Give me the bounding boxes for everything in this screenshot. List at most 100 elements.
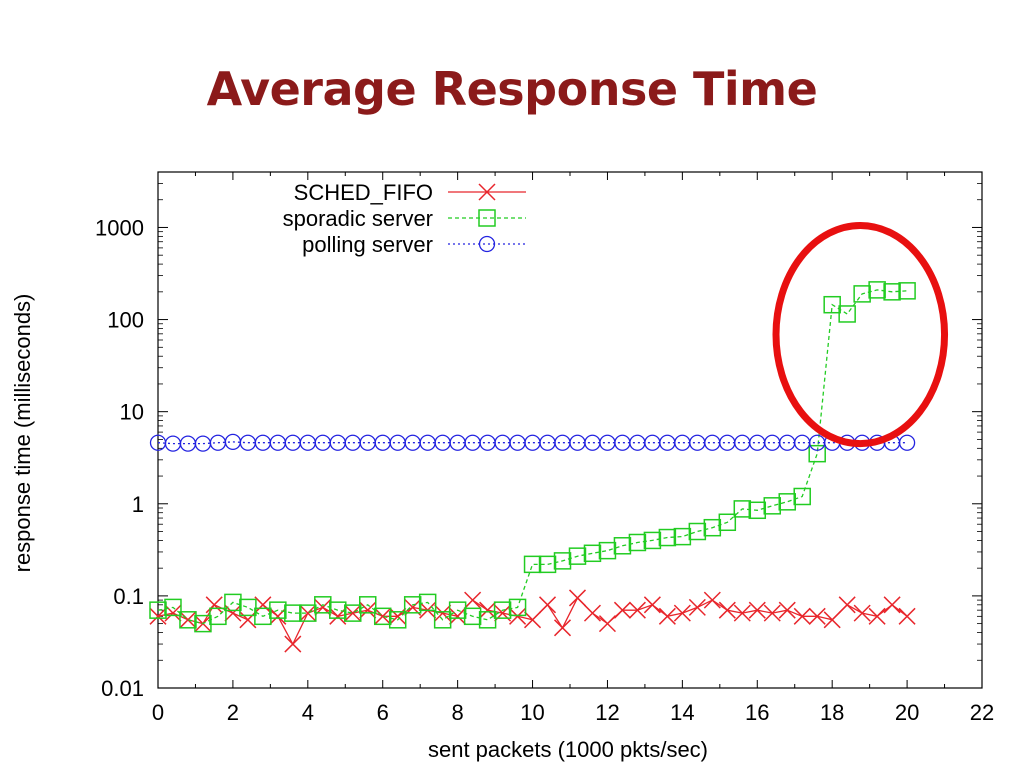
point-marker (494, 434, 511, 451)
point-marker (898, 282, 916, 300)
point-marker (703, 518, 722, 537)
point-marker (853, 604, 871, 622)
point-marker (898, 607, 916, 625)
point-marker (643, 531, 662, 550)
point-marker (164, 598, 182, 617)
x-tick-label: 14 (670, 700, 694, 725)
point-marker (479, 434, 496, 451)
point-marker (749, 434, 766, 451)
series-sched-fifo (149, 589, 916, 653)
point-marker (793, 487, 811, 506)
point-marker (359, 601, 377, 619)
legend-entry: polling server (302, 232, 526, 257)
point-marker (434, 604, 452, 622)
point-marker (808, 444, 826, 463)
point-marker (674, 434, 691, 451)
point-marker (658, 528, 677, 547)
point-marker (748, 501, 767, 520)
point-marker (763, 604, 781, 622)
point-marker (464, 434, 481, 451)
point-marker (853, 285, 871, 303)
point-marker (808, 607, 826, 625)
point-marker (374, 607, 392, 625)
point-marker (598, 541, 617, 560)
point-marker (688, 522, 707, 541)
series-sporadic-server (149, 281, 916, 633)
highlight-ellipse (772, 222, 949, 448)
point-marker (793, 607, 811, 625)
point-marker (673, 604, 691, 622)
point-marker (763, 497, 782, 515)
point-marker (389, 607, 407, 625)
x-tick-label: 22 (970, 700, 994, 725)
point-marker (433, 611, 452, 629)
point-marker (689, 434, 706, 451)
point-marker (688, 598, 706, 616)
axes-layer: 0 2 4 6 8 10 12 14 16 18 20 22 0.01 0.1 1 10 100 1000 (95, 171, 994, 725)
point-marker (329, 601, 347, 619)
y-tick-label: 1000 (95, 215, 144, 240)
x-tick-label: 12 (595, 700, 619, 725)
point-marker (523, 555, 542, 574)
point-marker (493, 601, 512, 619)
point-marker (508, 598, 527, 617)
point-marker (209, 607, 227, 626)
point-marker (733, 500, 752, 518)
point-marker (554, 434, 571, 451)
point-marker (509, 434, 526, 451)
x-tick-label: 2 (227, 700, 239, 725)
point-marker (509, 607, 527, 625)
point-marker (538, 596, 557, 614)
point-marker (628, 533, 647, 552)
point-marker (478, 611, 497, 629)
x-tick-label: 18 (820, 700, 844, 725)
point-marker (388, 611, 407, 629)
point-marker (418, 593, 437, 612)
point-marker (569, 434, 586, 451)
point-marker (403, 596, 422, 614)
point-marker (284, 604, 302, 622)
y-tick-label: 100 (107, 308, 144, 333)
point-marker (239, 598, 257, 617)
point-marker (868, 281, 886, 299)
point-marker (779, 434, 796, 451)
series-line (157, 289, 908, 625)
y-tick-label: 0.1 (113, 584, 144, 609)
point-marker (524, 611, 542, 629)
point-marker (568, 589, 587, 607)
point-marker (179, 611, 197, 629)
point-marker (299, 604, 317, 622)
point-marker (643, 596, 661, 614)
point-marker (823, 611, 841, 629)
point-marker (344, 604, 362, 622)
point-marker (703, 591, 721, 609)
point-marker (254, 596, 272, 614)
highlight-layer (772, 222, 949, 448)
point-marker (778, 493, 796, 511)
point-marker (538, 555, 557, 574)
y-axis-label: response time (milliseconds) (10, 294, 35, 573)
point-marker (794, 434, 811, 451)
point-marker (673, 527, 692, 546)
point-marker (658, 607, 676, 625)
point-marker (463, 607, 482, 626)
series-polling-server (149, 433, 916, 452)
point-marker (898, 434, 916, 451)
point-marker (644, 434, 661, 451)
point-marker (764, 434, 781, 451)
point-marker (254, 607, 272, 626)
point-marker (179, 611, 197, 629)
x-tick-label: 8 (452, 700, 464, 725)
x-tick-label: 16 (745, 700, 769, 725)
point-marker (358, 596, 377, 614)
point-marker (205, 596, 223, 614)
legend-label: polling server (302, 232, 433, 257)
point-marker (628, 601, 646, 619)
point-marker (883, 283, 901, 301)
y-tick-label: 1 (132, 492, 144, 517)
x-tick-label: 20 (895, 700, 919, 725)
point-marker (583, 604, 602, 622)
point-marker (718, 513, 737, 532)
